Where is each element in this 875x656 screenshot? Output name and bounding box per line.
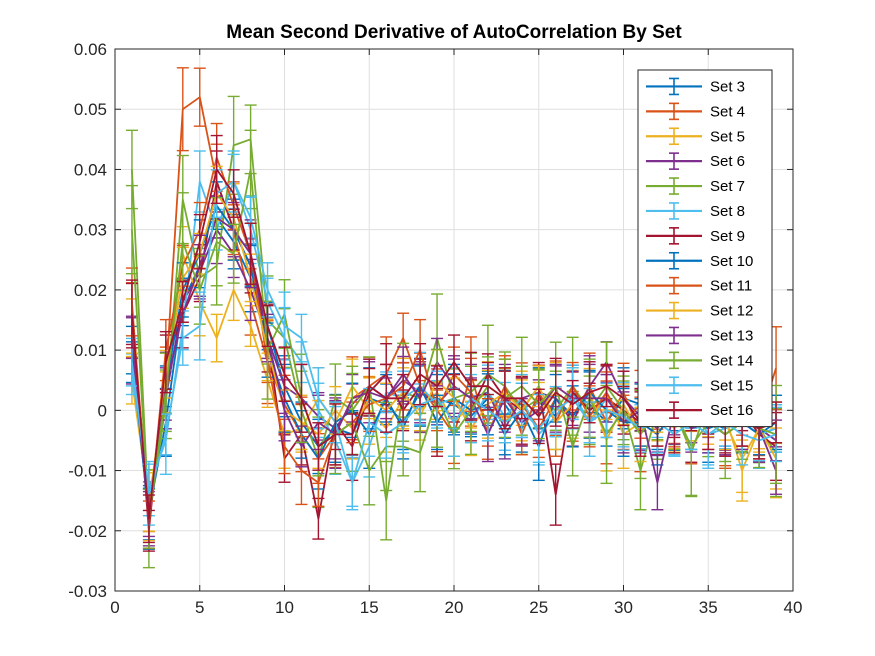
- error-bar: [210, 134, 223, 205]
- legend-item: Set 6: [646, 152, 745, 170]
- error-bar: [125, 279, 138, 349]
- legend-item: Set 10: [646, 251, 753, 270]
- x-tick-label: 40: [784, 598, 803, 617]
- error-bar: [431, 365, 444, 408]
- y-tick-label: -0.02: [68, 522, 107, 541]
- legend-item: Set 7: [646, 177, 745, 195]
- x-tick-label: 35: [699, 598, 718, 617]
- error-bar: [515, 377, 528, 420]
- error-bar: [210, 313, 223, 363]
- error-bar: [295, 363, 308, 433]
- error-bar: [329, 403, 342, 466]
- legend-item: Set 9: [646, 227, 745, 245]
- error-bar: [227, 223, 240, 284]
- legend-label: Set 6: [710, 153, 745, 170]
- error-bar: [142, 494, 155, 544]
- error-bar: [617, 370, 630, 427]
- ticks: [114, 48, 794, 592]
- y-tick-label: 0.02: [74, 281, 107, 300]
- legend-item: Set 14: [646, 351, 753, 369]
- y-tick-label: 0.04: [74, 160, 107, 179]
- error-bar: [464, 351, 477, 421]
- error-bar: [414, 343, 427, 406]
- error-bar: [448, 334, 460, 390]
- error-bar: [566, 379, 579, 429]
- x-tick-label: 0: [110, 598, 119, 617]
- x-tick-label: 5: [195, 598, 204, 617]
- error-bar: [549, 463, 562, 526]
- legend-label: Set 16: [710, 402, 753, 419]
- error-bar: [176, 280, 189, 323]
- legend-label: Set 11: [710, 278, 752, 295]
- error-bar: [583, 361, 596, 424]
- legend-item: Set 13: [646, 326, 753, 344]
- error-bar: [397, 373, 410, 423]
- y-tick-label: 0.03: [74, 221, 107, 240]
- legend: Set 3 Set 4 Set 5 Set 6 Set 7 Set 8 Set 9 Set 1…: [637, 69, 773, 428]
- error-bar: [295, 313, 308, 363]
- y-tick-label: -0.01: [68, 462, 107, 481]
- legend-item: Set 3: [646, 77, 745, 95]
- legend-label: Set 9: [710, 228, 745, 245]
- error-bar: [363, 358, 376, 415]
- error-bar: [481, 361, 494, 411]
- error-bar: [532, 388, 545, 445]
- error-bar: [498, 367, 511, 430]
- legend-label: Set 10: [710, 253, 753, 270]
- legend-label: Set 14: [710, 352, 753, 369]
- y-tick-label: 0.06: [74, 40, 107, 59]
- error-bar: [244, 222, 257, 285]
- legend-label: Set 4: [710, 103, 745, 120]
- legend-item: Set 5: [646, 127, 745, 145]
- legend-item: Set 4: [646, 102, 745, 120]
- error-bar: [159, 330, 172, 394]
- error-bar: [278, 346, 291, 402]
- x-tick-label: 30: [614, 598, 633, 617]
- legend-item: Set 11: [646, 276, 752, 295]
- legend-label: Set 5: [710, 128, 745, 145]
- y-tick-labels: -0.03 -0.02 -0.01 0 0.01 0.02 0.03 0.04 0.05 0.06: [68, 40, 107, 601]
- error-bar: [346, 454, 359, 511]
- legend-label: Set 3: [710, 78, 745, 95]
- error-bar: [159, 413, 172, 456]
- y-tick-label: 0.01: [74, 341, 107, 360]
- error-bar: [549, 357, 562, 427]
- x-tick-label: 15: [360, 598, 379, 617]
- legend-item: Set 8: [646, 202, 745, 220]
- legend-box: [637, 69, 773, 428]
- error-bar: [651, 454, 664, 511]
- error-bar: [261, 304, 274, 348]
- legend-item: Set 12: [646, 301, 753, 320]
- x-tick-label: 25: [529, 598, 548, 617]
- legend-label: Set 8: [710, 203, 745, 220]
- error-bar: [193, 291, 206, 361]
- error-bar: [600, 365, 613, 408]
- error-bar: [125, 184, 138, 275]
- legend-item: Set 15: [646, 376, 753, 394]
- y-tick-label: 0.05: [74, 100, 107, 119]
- series-layer: [125, 67, 783, 569]
- error-bar: [176, 67, 189, 152]
- legend-item: Set 16: [646, 401, 753, 419]
- error-bar: [193, 67, 206, 127]
- legend-label: Set 12: [710, 303, 753, 320]
- error-bar: [380, 363, 393, 433]
- x-tick-label: 10: [275, 598, 294, 617]
- error-bar: [312, 422, 325, 471]
- chart-title: Mean Second Derivative of AutoCorrelatio…: [226, 22, 682, 43]
- error-bar: [346, 413, 359, 456]
- y-tick-label: -0.03: [68, 582, 107, 601]
- x-tick-label: 20: [445, 598, 464, 617]
- error-bar: [193, 213, 206, 270]
- error-bar: [227, 169, 240, 218]
- legend-label: Set 13: [710, 327, 753, 344]
- y-tick-label: 0: [98, 401, 107, 420]
- legend-label: Set 15: [710, 377, 753, 394]
- x-tick-labels: 0 5 10 15 20 25 30 35 40: [110, 598, 802, 617]
- legend-label: Set 7: [710, 178, 745, 195]
